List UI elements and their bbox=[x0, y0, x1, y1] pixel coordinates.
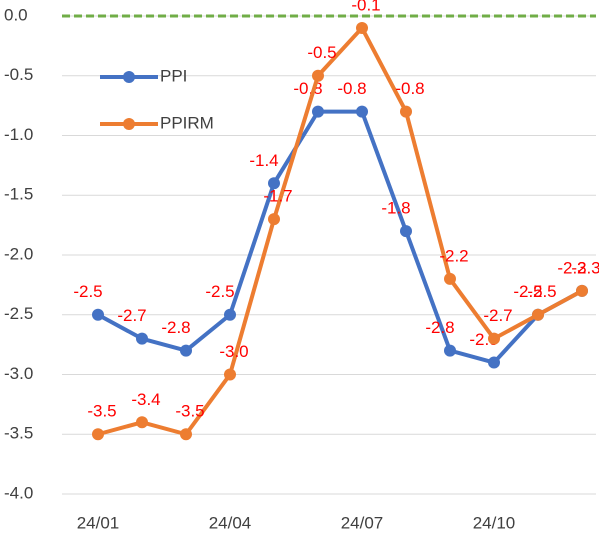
series-line bbox=[97, 109, 583, 365]
data-label: -1.4 bbox=[249, 151, 278, 170]
legend-marker bbox=[123, 118, 135, 130]
x-tick-label: 24/07 bbox=[341, 513, 384, 532]
data-point bbox=[312, 69, 324, 82]
data-label: -0.8 bbox=[395, 79, 424, 98]
data-point bbox=[532, 308, 544, 321]
series-line bbox=[97, 25, 583, 437]
data-point bbox=[180, 428, 192, 441]
data-label: -2.3 bbox=[557, 258, 586, 277]
legend-label: PPIRM bbox=[160, 113, 214, 132]
data-point bbox=[444, 272, 456, 285]
legend-label: PPI bbox=[160, 66, 187, 85]
data-label: -3.0 bbox=[219, 342, 248, 361]
data-point bbox=[224, 308, 236, 321]
data-label: -2.3 bbox=[571, 258, 599, 277]
y-tick-label: -2.0 bbox=[4, 244, 33, 263]
data-label: -2.8 bbox=[161, 318, 190, 337]
data-label: -2.5 bbox=[527, 282, 556, 301]
y-tick-label: 0.0 bbox=[4, 5, 28, 24]
data-point bbox=[92, 428, 104, 441]
legend-marker bbox=[123, 71, 135, 83]
data-point bbox=[356, 105, 368, 118]
data-label: -0.5 bbox=[307, 43, 336, 62]
data-label: -2.5 bbox=[205, 282, 234, 301]
data-point bbox=[312, 105, 324, 118]
data-point bbox=[180, 344, 192, 357]
data-point bbox=[400, 105, 412, 118]
data-label: -2.5 bbox=[73, 282, 102, 301]
x-tick-label: 24/04 bbox=[209, 513, 252, 532]
data-point bbox=[268, 213, 280, 226]
x-tick-label: 24/01 bbox=[77, 513, 120, 532]
data-label: -2.7 bbox=[117, 306, 146, 325]
data-point bbox=[224, 368, 236, 381]
data-point bbox=[400, 225, 412, 238]
y-tick-label: -1.0 bbox=[4, 125, 33, 144]
y-tick-label: -2.5 bbox=[4, 304, 33, 323]
y-tick-label: -0.5 bbox=[4, 65, 33, 84]
data-label: -2.7 bbox=[483, 306, 512, 325]
data-point bbox=[488, 332, 500, 345]
data-label: -0.1 bbox=[351, 0, 380, 14]
data-label: -2.8 bbox=[425, 318, 454, 337]
data-label: -3.4 bbox=[131, 390, 160, 409]
y-tick-label: -3.0 bbox=[4, 364, 33, 383]
data-point bbox=[92, 308, 104, 321]
data-label: -0.8 bbox=[337, 79, 366, 98]
data-point bbox=[576, 284, 588, 297]
data-point bbox=[268, 177, 280, 190]
data-point bbox=[356, 21, 368, 34]
data-label: -0.8 bbox=[293, 79, 322, 98]
data-point bbox=[136, 416, 148, 429]
data-label: -2.2 bbox=[439, 246, 468, 265]
y-tick-label: -1.5 bbox=[4, 185, 33, 204]
data-label: -2.5 bbox=[513, 282, 542, 301]
data-label: -1.8 bbox=[381, 199, 410, 218]
data-point bbox=[488, 356, 500, 369]
data-point bbox=[136, 332, 148, 345]
data-label: -1.7 bbox=[263, 187, 292, 206]
data-label: -3.5 bbox=[175, 402, 204, 421]
data-point bbox=[444, 344, 456, 357]
data-label: -3.5 bbox=[87, 402, 116, 421]
y-tick-label: -4.0 bbox=[4, 483, 33, 502]
y-tick-label: -3.5 bbox=[4, 424, 33, 443]
x-tick-label: 24/10 bbox=[473, 513, 516, 532]
